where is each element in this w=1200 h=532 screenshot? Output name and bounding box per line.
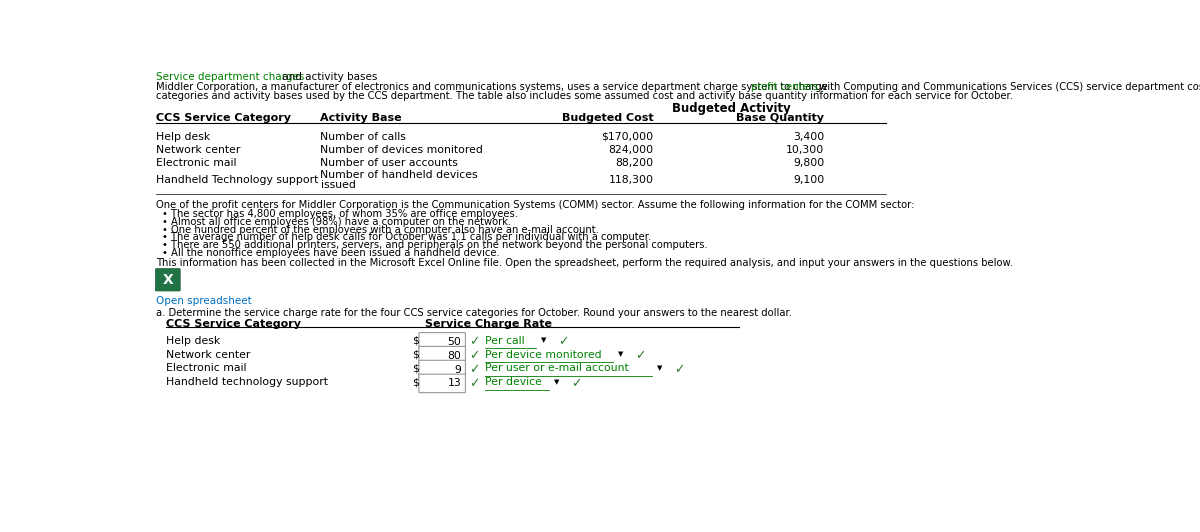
Text: $170,000: $170,000 [601,131,654,142]
Text: issued: issued [320,180,355,190]
Text: 13: 13 [448,378,462,388]
Text: Budgeted Cost: Budgeted Cost [562,113,654,123]
Text: ✓: ✓ [469,363,480,376]
Text: Number of calls: Number of calls [320,131,407,142]
Text: One of the profit centers for Middler Corporation is the Communication Systems (: One of the profit centers for Middler Co… [156,200,914,210]
Text: ✓: ✓ [571,377,581,390]
Text: with Computing and Communications Services (CCS) service department costs. The f: with Computing and Communications Servic… [816,82,1200,93]
Text: ✓: ✓ [635,350,646,362]
Text: Per call: Per call [485,336,524,346]
Text: $: $ [412,336,419,346]
Text: 88,200: 88,200 [616,158,654,168]
Text: Electronic mail: Electronic mail [156,158,236,168]
Text: a. Determine the service charge rate for the four CCS service categories for Oct: a. Determine the service charge rate for… [156,308,792,318]
Text: This information has been collected in the Microsoft Excel Online file. Open the: This information has been collected in t… [156,258,1013,268]
Text: Help desk: Help desk [166,336,220,346]
Text: 50: 50 [448,337,462,347]
Text: Per device monitored: Per device monitored [485,350,601,360]
Text: Per user or e-mail account: Per user or e-mail account [485,363,629,373]
Text: categories and activity bases used by the CCS department. The table also include: categories and activity bases used by th… [156,91,1013,101]
Text: ✓: ✓ [469,350,480,362]
FancyBboxPatch shape [419,374,466,393]
Text: Middler Corporation, a manufacturer of electronics and communications systems, u: Middler Corporation, a manufacturer of e… [156,82,832,93]
Text: Number of user accounts: Number of user accounts [320,158,458,168]
Text: Open spreadsheet: Open spreadsheet [156,296,252,306]
Text: Network center: Network center [166,350,250,360]
Text: 80: 80 [448,351,462,361]
Text: • Almost all office employees (98%) have a computer on the network.: • Almost all office employees (98%) have… [162,217,511,227]
Text: Activity Base: Activity Base [320,113,402,123]
Text: X: X [162,273,173,287]
FancyBboxPatch shape [419,346,466,365]
Text: 824,000: 824,000 [608,145,654,155]
Text: CCS Service Category: CCS Service Category [156,113,292,123]
Text: Base Quantity: Base Quantity [737,113,824,123]
Text: Number of handheld devices: Number of handheld devices [320,170,478,180]
Text: 9,800: 9,800 [793,158,824,168]
Text: and activity bases: and activity bases [278,71,377,81]
Text: 9: 9 [455,364,462,375]
Text: • One hundred percent of the employees with a computer also have an e-mail accou: • One hundred percent of the employees w… [162,225,599,235]
Text: profit centers: profit centers [751,82,818,93]
Text: ▼: ▼ [553,379,559,385]
Text: Service Charge Rate: Service Charge Rate [425,320,552,329]
Text: Handheld technology support: Handheld technology support [166,377,328,387]
FancyBboxPatch shape [419,360,466,379]
Text: Budgeted Activity: Budgeted Activity [672,102,791,114]
Text: $: $ [412,350,419,360]
Text: ✓: ✓ [673,363,684,376]
Text: $: $ [412,377,419,387]
Text: 9,100: 9,100 [793,174,824,185]
Text: ✓: ✓ [469,377,480,390]
Text: • There are 550 additional printers, servers, and peripherals on the network bey: • There are 550 additional printers, ser… [162,240,707,250]
Text: Handheld Technology support: Handheld Technology support [156,174,318,185]
Text: • The average number of help desk calls for October was 1.1 calls per individual: • The average number of help desk calls … [162,232,650,243]
Text: ✓: ✓ [469,336,480,348]
Text: 10,300: 10,300 [786,145,824,155]
Text: ✓: ✓ [558,336,569,348]
Text: CCS Service Category: CCS Service Category [166,320,300,329]
Text: Help desk: Help desk [156,131,210,142]
Text: Service department charges: Service department charges [156,71,305,81]
Text: Network center: Network center [156,145,240,155]
Text: ▼: ▼ [656,365,662,371]
FancyBboxPatch shape [156,269,180,291]
Text: $: $ [412,363,419,373]
Text: Per device: Per device [485,377,541,387]
Text: • All the nonoffice employees have been issued a handheld device.: • All the nonoffice employees have been … [162,248,499,258]
Text: 3,400: 3,400 [793,131,824,142]
Text: Electronic mail: Electronic mail [166,363,246,373]
Text: Number of devices monitored: Number of devices monitored [320,145,484,155]
Text: ▼: ▼ [541,337,546,343]
Text: 118,300: 118,300 [608,174,654,185]
Text: • The sector has 4,800 employees, of whom 35% are office employees.: • The sector has 4,800 employees, of who… [162,210,517,219]
Text: ▼: ▼ [618,351,624,357]
FancyBboxPatch shape [419,332,466,351]
